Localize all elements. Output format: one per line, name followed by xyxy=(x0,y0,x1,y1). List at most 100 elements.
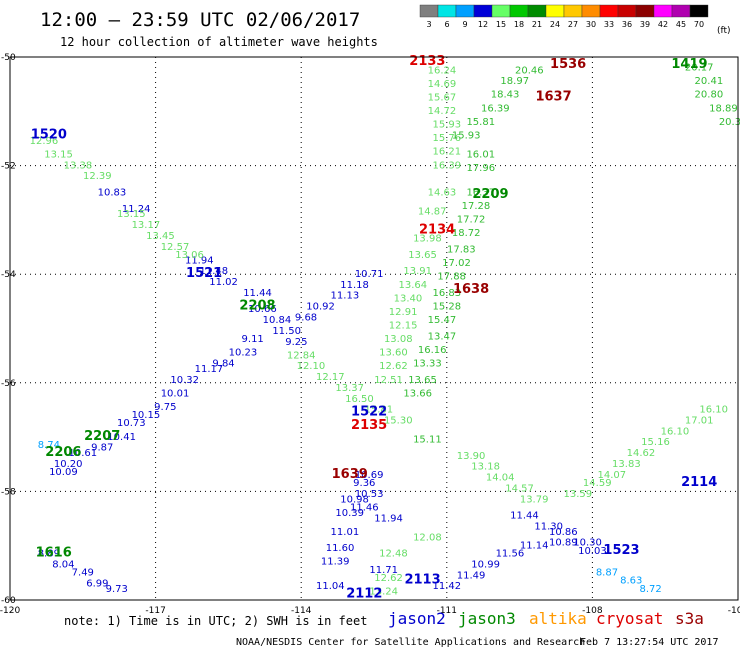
pass-label: 2113 xyxy=(404,573,440,588)
swh-value: 11.71 xyxy=(369,565,398,576)
colorbar-label: 33 xyxy=(604,20,614,29)
swh-value: 14.04 xyxy=(486,473,515,484)
swh-value: 16.10 xyxy=(699,405,728,416)
colorbar-swatch xyxy=(581,4,601,18)
colorbar-label: 42 xyxy=(658,20,668,29)
colorbar-label: 45 xyxy=(676,20,686,29)
swh-value: 10.41 xyxy=(107,432,136,443)
swh-value: 10.73 xyxy=(117,418,146,429)
colorbar-label: 39 xyxy=(640,20,650,29)
swh-value: 11.14 xyxy=(520,540,549,551)
axis-ticks: -120 -117 -114 -111 -108 -105 -50 -52 -54 -56 -58 -… xyxy=(0,53,740,616)
swh-value: 17.96 xyxy=(466,163,495,174)
swh-value: 9.87 xyxy=(91,443,113,454)
swh-value: 11.42 xyxy=(432,581,461,592)
swh-value: 10.09 xyxy=(49,467,78,478)
swh-value: 16.21 xyxy=(432,147,461,158)
track-cryosat-2134: 16.37 17.28 17.72 18.72 17.83 17.02 17.88 16.83… xyxy=(403,187,495,445)
x-tick-label: -117 xyxy=(145,606,165,616)
swh-value: 12.96 xyxy=(30,136,59,147)
swh-value: 16.37 xyxy=(466,187,495,198)
swh-value: 14.69 xyxy=(428,79,457,90)
legend-jason2: jason2 xyxy=(388,609,446,628)
swh-value: 11.01 xyxy=(331,527,360,538)
swh-value: 13.65 xyxy=(408,250,437,261)
colorbar-swatch xyxy=(455,4,475,18)
swh-value: 8.63 xyxy=(620,576,642,587)
colorbar-swatch xyxy=(563,4,583,18)
swh-value: 10.30 xyxy=(573,538,602,549)
pass-label: 1522 xyxy=(351,404,387,419)
swh-value: 10.03 xyxy=(578,546,607,557)
swh-value: 12.51 xyxy=(374,375,403,386)
swh-value: 13.90 xyxy=(457,451,486,462)
track-1616: 8.898.047.496.999.73 xyxy=(38,549,128,595)
colorbar-swatch xyxy=(671,4,691,18)
pass-label: 2134 xyxy=(419,222,455,237)
chart-subtitle: 12 hour collection of altimeter wave hei… xyxy=(60,35,378,49)
track-jason3-2209: 16.24 14.69 15.67 14.72 15.93 15.76 16.21 16.39… xyxy=(374,65,461,386)
swh-value: 13.64 xyxy=(399,280,428,291)
swh-value: 16.39 xyxy=(432,160,461,171)
swh-value: 13.38 xyxy=(64,160,93,171)
swh-value: 11.02 xyxy=(209,277,238,288)
swh-value: 17.83 xyxy=(447,244,476,255)
swh-value: 12.15 xyxy=(389,321,418,332)
swh-value: 13.66 xyxy=(403,388,432,399)
swh-value: 11.13 xyxy=(331,291,360,302)
pass-label: 1523 xyxy=(603,543,639,558)
swh-value: 15.11 xyxy=(413,435,442,446)
colorbar-swatch xyxy=(599,4,619,18)
swh-value: 9.36 xyxy=(353,478,375,489)
swh-value: 9.25 xyxy=(285,337,307,348)
swh-value: 20.46 xyxy=(515,65,544,76)
swh-value: 14.72 xyxy=(428,106,457,117)
pass-label: 2207 xyxy=(84,429,120,444)
swh-value: 17.88 xyxy=(437,272,466,283)
swh-value: 11.30 xyxy=(534,521,563,532)
colorbar-label: 30 xyxy=(586,20,596,29)
colorbar-label: 70 xyxy=(694,20,704,29)
swh-value: 14.07 xyxy=(597,470,626,481)
swh-value: 13.15 xyxy=(117,209,146,220)
x-tick-label: -120 xyxy=(0,606,20,616)
chart-title: 12:00 – 23:59 UTC 02/06/2017 xyxy=(40,9,360,31)
track-1521-north: 10.7111.1811.1310.929.689.1110.239.8411.… xyxy=(49,269,383,478)
footer-timestamp: Feb 7 13:27:54 UTC 2017 xyxy=(580,637,718,648)
legend-cryosat: cryosat xyxy=(596,609,663,628)
swh-value: 13.91 xyxy=(403,266,432,277)
pass-label: 2208 xyxy=(239,298,275,313)
swh-value: 12.17 xyxy=(316,372,345,383)
swh-value: 12.39 xyxy=(83,171,112,182)
swh-value: 15.81 xyxy=(466,117,495,128)
x-tick-label: -105 xyxy=(728,606,740,616)
swh-value: 9.73 xyxy=(106,584,128,595)
legend-jason3: jason3 xyxy=(458,609,516,628)
swh-value: 10.39 xyxy=(335,508,364,519)
swh-value: 14.62 xyxy=(627,448,656,459)
swh-value: 17.72 xyxy=(457,215,486,226)
pass-label: 1639 xyxy=(332,467,368,482)
swh-value: 11.04 xyxy=(316,581,345,592)
swh-value: 10.61 xyxy=(68,448,97,459)
swh-value: 13.60 xyxy=(379,348,408,359)
swh-value: 13.98 xyxy=(413,234,442,245)
swh-value: 11.56 xyxy=(496,549,525,560)
swh-value: 18.72 xyxy=(452,228,481,239)
swh-value: 15.67 xyxy=(428,92,457,103)
colorbar-label: 6 xyxy=(444,20,449,29)
swh-value: 13.15 xyxy=(44,149,73,160)
colorbar-swatch xyxy=(617,4,637,18)
colorbar-swatch xyxy=(437,4,457,18)
colorbar-label: 21 xyxy=(532,20,542,29)
swh-value: 12.48 xyxy=(379,549,408,560)
swh-value: 10.66 xyxy=(248,304,277,315)
swh-value: 8.74 xyxy=(38,440,60,451)
swh-value: 8.72 xyxy=(640,584,662,595)
colorbar-swatch xyxy=(653,4,673,18)
swh-value: 20.30 xyxy=(719,117,740,128)
